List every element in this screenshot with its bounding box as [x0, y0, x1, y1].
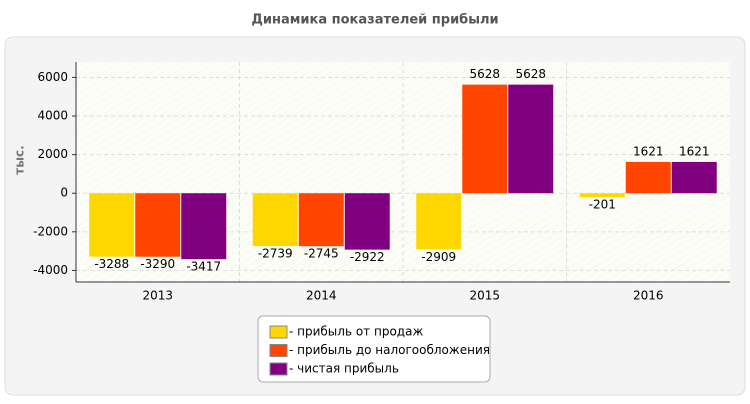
bar [416, 193, 462, 250]
bar [298, 193, 344, 247]
data-label: -2739 [258, 247, 293, 261]
x-tick-label: 2015 [469, 289, 500, 303]
x-tick-label: 2016 [633, 289, 664, 303]
data-label: 5628 [515, 67, 546, 81]
data-label: -201 [589, 198, 616, 212]
data-label: 5628 [469, 67, 500, 81]
bar [344, 193, 390, 250]
bar [579, 193, 625, 198]
legend-label: - прибыль до налогообложения [289, 343, 490, 357]
bar [462, 84, 508, 194]
data-label: -2745 [304, 247, 339, 261]
legend-swatch [269, 344, 288, 357]
x-tick-label: 2014 [306, 289, 337, 303]
data-label: -3288 [94, 257, 129, 271]
bar [508, 84, 554, 194]
legend-swatch [269, 325, 288, 339]
y-tick-label: 6000 [37, 70, 68, 84]
y-axis-label: тыс. [13, 145, 27, 174]
chart-title: Динамика показателей прибыли [251, 13, 498, 28]
data-label: -3417 [186, 260, 221, 274]
legend [257, 315, 491, 383]
data-label: 1621 [679, 144, 710, 158]
bar [181, 193, 227, 260]
data-label: -2909 [421, 250, 456, 264]
legend-label: - прибыль от продаж [289, 325, 423, 339]
data-label: 1621 [633, 144, 664, 158]
legend-label: - чистая прибыль [289, 362, 399, 376]
data-label: -3290 [140, 257, 175, 271]
bar [89, 193, 135, 257]
y-tick-label: -4000 [33, 263, 68, 277]
bar [252, 193, 298, 247]
x-tick-label: 2013 [142, 289, 173, 303]
legend-swatch [269, 362, 288, 376]
bar [135, 193, 181, 257]
bar [671, 161, 717, 194]
y-tick-label: -2000 [33, 224, 68, 238]
data-label: -2922 [350, 250, 385, 264]
bar [625, 161, 671, 194]
y-tick-label: 2000 [37, 147, 68, 161]
y-tick-label: 0 [60, 186, 68, 200]
y-tick-label: 4000 [37, 109, 68, 123]
